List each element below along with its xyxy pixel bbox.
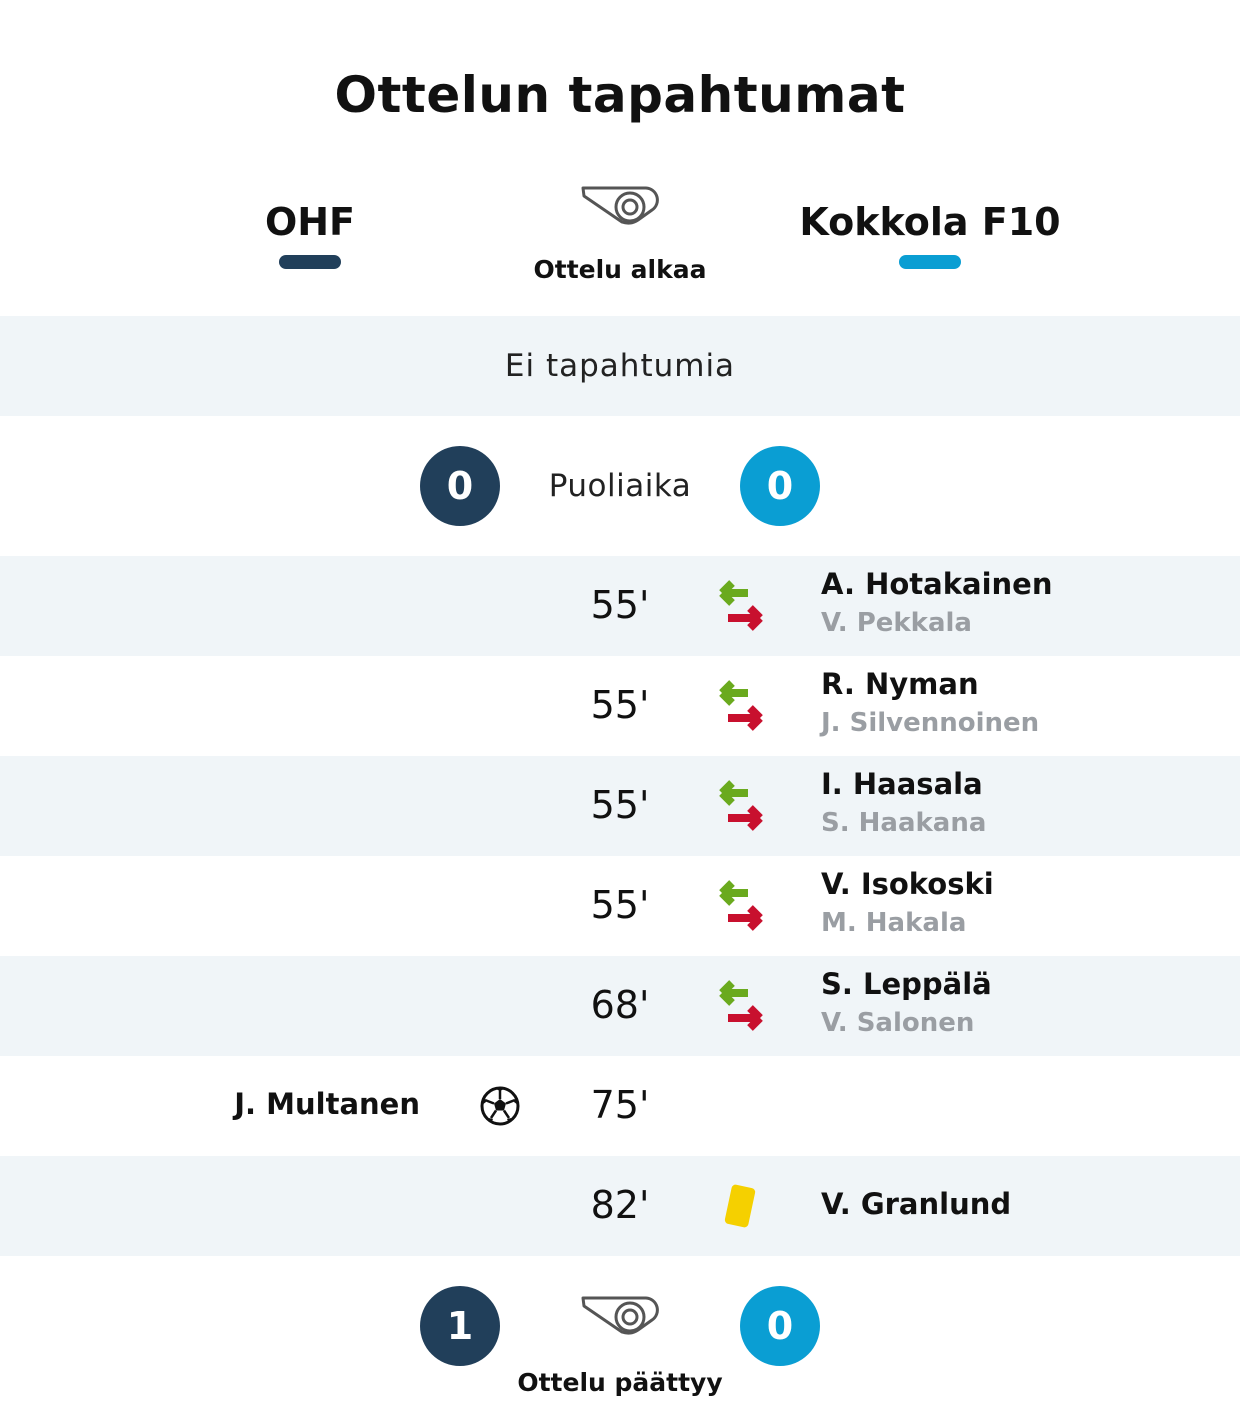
player-in: R. Nyman	[821, 667, 979, 701]
match-start-label: Ottelu alkaa	[533, 255, 707, 284]
player-out: J. Silvennoinen	[821, 708, 1040, 738]
player-out: V. Salonen	[821, 1008, 975, 1038]
whistle-icon	[581, 186, 659, 225]
soccer-ball-icon	[480, 1086, 520, 1126]
event-minute: 55'	[590, 783, 650, 827]
substitution-icon	[719, 580, 763, 631]
final-away-score: 0	[740, 1286, 820, 1366]
player-in: I. Haasala	[821, 767, 983, 801]
halftime-away-score: 0	[740, 446, 820, 526]
player-in: S. Leppälä	[821, 967, 992, 1001]
halftime-home-score: 0	[420, 446, 500, 526]
yellow-card-icon	[724, 1184, 756, 1228]
first-half-no-events: Ei tapahtumia	[0, 316, 1240, 416]
substitution-icon	[719, 880, 763, 931]
event-minute: 82'	[590, 1183, 650, 1227]
carded-player: V. Granlund	[821, 1187, 1012, 1221]
event-minute: 68'	[590, 983, 650, 1027]
substitution-icon	[719, 980, 763, 1031]
home-team-color-bar	[279, 255, 341, 269]
goal-scorer: J. Multanen	[234, 1087, 420, 1121]
match-end-label: Ottelu päättyy	[517, 1368, 723, 1397]
page-title: Ottelun tapahtumat	[334, 66, 906, 124]
whistle-icon	[581, 1296, 659, 1335]
player-in: V. Isokoski	[821, 867, 994, 901]
halftime-label: Puoliaika	[548, 468, 692, 504]
player-out: M. Hakala	[821, 908, 967, 938]
event-row	[0, 1156, 1240, 1256]
final-home-score: 1	[420, 1286, 500, 1366]
event-minute: 55'	[590, 883, 650, 927]
event-minute: 75'	[590, 1083, 650, 1127]
substitution-icon	[719, 780, 763, 831]
event-row	[0, 556, 1240, 656]
event-minute: 55'	[590, 583, 650, 627]
event-row	[0, 756, 1240, 856]
event-minute: 55'	[590, 683, 650, 727]
event-row	[0, 956, 1240, 1056]
away-team-name: Kokkola F10	[799, 200, 1061, 244]
player-out: V. Pekkala	[821, 608, 972, 638]
player-out: S. Haakana	[821, 808, 987, 838]
away-team-color-bar	[899, 255, 961, 269]
substitution-icon	[719, 680, 763, 731]
player-in: A. Hotakainen	[821, 567, 1053, 601]
home-team-name: OHF	[264, 200, 356, 244]
